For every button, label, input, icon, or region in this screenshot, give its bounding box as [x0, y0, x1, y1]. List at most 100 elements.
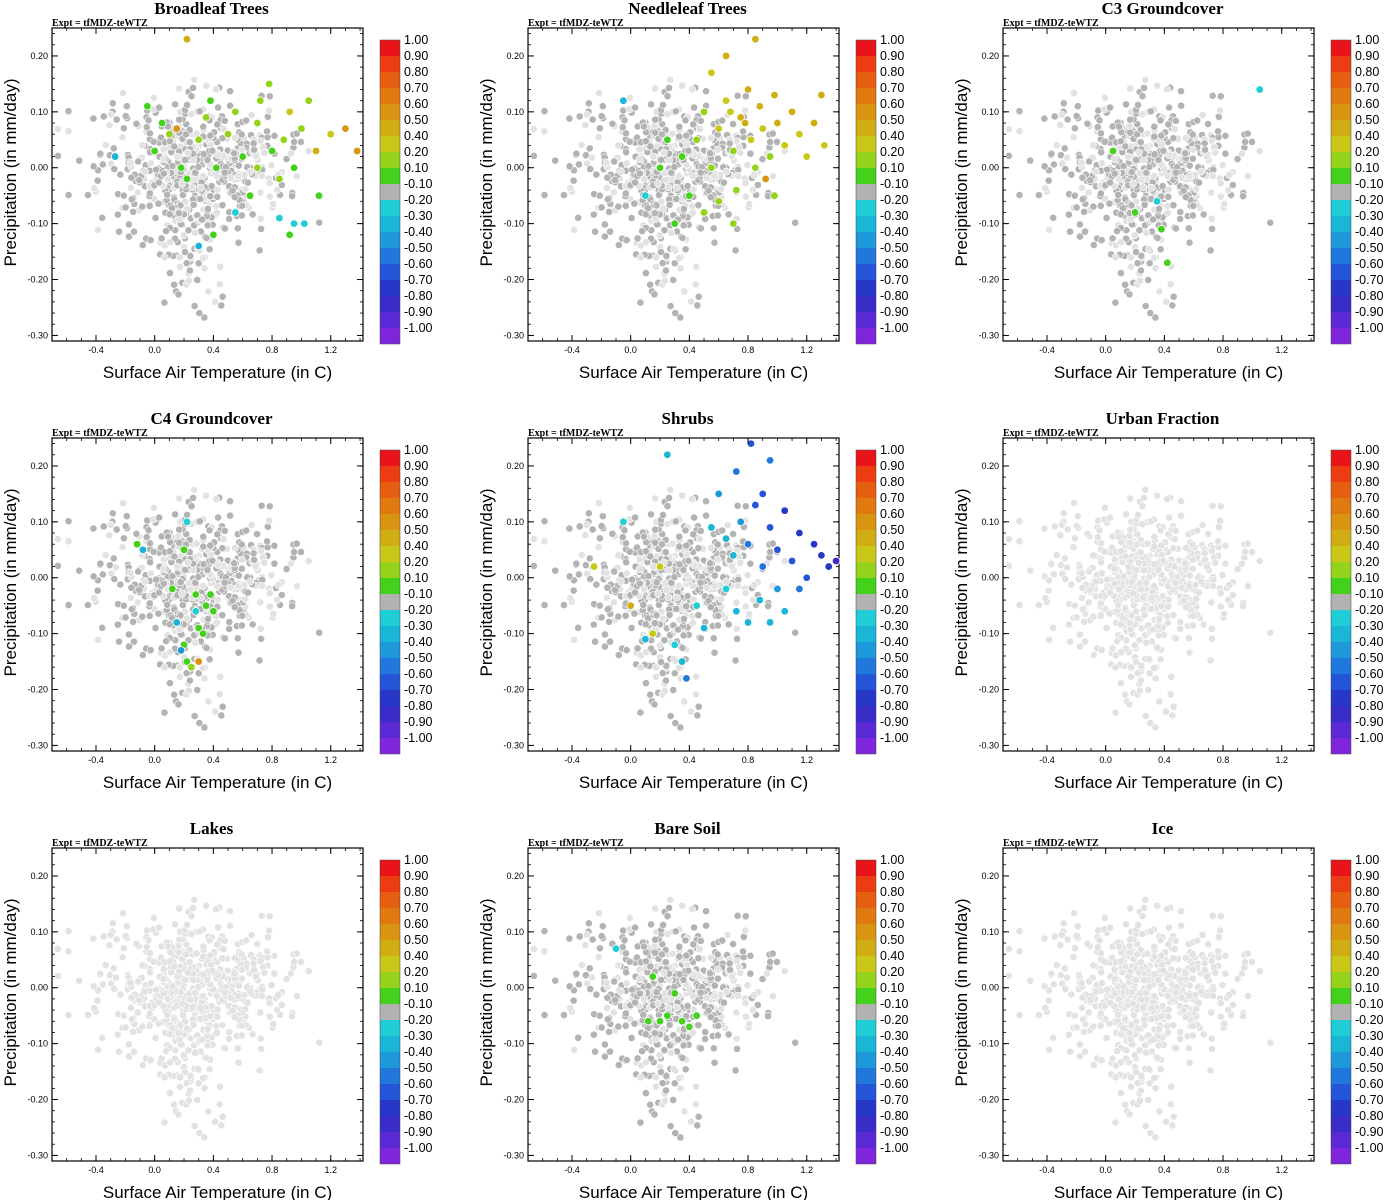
- background-point: [649, 562, 658, 571]
- colorbar-swatch: [856, 136, 876, 152]
- background-point: [768, 129, 777, 138]
- colorbar-label: 0.40: [404, 539, 428, 553]
- highlight-point: [773, 584, 782, 594]
- colorbar-label: 0.60: [404, 507, 428, 521]
- background-point: [140, 167, 149, 176]
- background-point: [540, 107, 549, 116]
- background-point: [121, 112, 130, 120]
- highlight-point: [300, 219, 309, 228]
- x-tick-label: 0.4: [207, 345, 220, 355]
- background-point: [1224, 186, 1233, 194]
- background-point: [1077, 568, 1086, 577]
- background-point: [588, 153, 596, 162]
- background-point: [183, 511, 191, 519]
- background-point: [1063, 525, 1072, 534]
- background-point: [84, 601, 92, 609]
- background-point: [1130, 231, 1139, 240]
- background-point: [1077, 158, 1086, 167]
- background-point: [297, 548, 305, 556]
- background-point: [1145, 573, 1154, 581]
- background-point: [249, 139, 258, 148]
- background-point: [119, 89, 127, 98]
- background-point: [1141, 75, 1150, 84]
- background-point: [142, 123, 151, 132]
- background-point: [661, 548, 670, 557]
- x-axis-label: Surface Air Temperature (in C): [1054, 363, 1283, 382]
- background-point: [675, 172, 683, 180]
- background-point: [220, 168, 229, 177]
- background-point: [731, 656, 740, 665]
- background-point: [155, 103, 163, 112]
- background-point: [176, 253, 184, 262]
- background-point: [1199, 620, 1208, 629]
- background-point: [569, 176, 578, 185]
- background-point: [196, 195, 205, 203]
- background-point: [1119, 162, 1128, 170]
- background-point: [263, 537, 271, 546]
- background-point: [270, 131, 279, 140]
- background-point: [200, 674, 209, 683]
- colorbar-swatch: [380, 200, 400, 216]
- background-point: [234, 238, 243, 247]
- colorbar-swatch: [856, 658, 876, 674]
- background-point: [265, 516, 274, 525]
- background-point: [620, 116, 629, 125]
- background-point: [1147, 183, 1156, 192]
- background-point: [187, 502, 196, 511]
- colorbar-label: 0.50: [880, 113, 904, 127]
- background-point: [1176, 618, 1185, 626]
- background-point: [565, 572, 574, 581]
- background-point: [595, 124, 604, 133]
- background-point: [217, 301, 226, 310]
- background-point: [1155, 615, 1163, 623]
- highlight-point: [732, 185, 741, 195]
- colorbar-label: 0.40: [880, 129, 904, 143]
- y-tick-label: -0.20: [27, 275, 48, 285]
- highlight-point: [770, 90, 779, 100]
- background-point: [155, 513, 163, 522]
- background-point: [1093, 533, 1102, 542]
- highlight-point: [648, 629, 657, 638]
- background-point: [199, 532, 208, 541]
- colorbar-swatch: [380, 120, 400, 136]
- background-point: [1140, 566, 1149, 575]
- background-point: [665, 610, 674, 619]
- colorbar-label: -0.80: [404, 289, 433, 303]
- background-point: [1162, 707, 1170, 716]
- panel-title: C3 Groundcover: [1102, 0, 1224, 18]
- background-point: [667, 228, 676, 237]
- colorbar-swatch: [380, 40, 400, 56]
- background-point: [725, 139, 734, 148]
- highlight-point: [253, 163, 262, 172]
- background-point: [1015, 127, 1024, 136]
- highlight-point: [685, 191, 694, 200]
- background-point: [170, 552, 179, 561]
- background-point: [602, 158, 611, 167]
- highlight-point: [655, 163, 665, 172]
- background-point: [681, 245, 690, 254]
- colorbar-label: 0.80: [1355, 65, 1379, 79]
- background-point: [1132, 658, 1140, 666]
- background-point: [1081, 227, 1089, 236]
- background-point: [218, 201, 227, 210]
- background-point: [1105, 609, 1114, 618]
- background-point: [152, 165, 161, 174]
- background-point: [181, 156, 190, 164]
- background-point: [1127, 672, 1135, 681]
- background-point: [654, 589, 662, 598]
- background-point: [1061, 165, 1070, 173]
- background-point: [116, 170, 125, 179]
- background-point: [1169, 201, 1178, 210]
- background-point: [126, 158, 135, 167]
- background-point: [627, 214, 636, 222]
- background-point: [610, 157, 619, 166]
- background-point: [688, 495, 696, 504]
- background-point: [706, 603, 715, 612]
- background-point: [1169, 611, 1178, 620]
- y-tick-label: 0.00: [506, 573, 524, 583]
- background-point: [189, 83, 197, 92]
- background-point: [675, 582, 683, 590]
- background-point: [681, 526, 690, 535]
- colorbar-label: -1.00: [404, 731, 433, 745]
- background-point: [644, 572, 653, 580]
